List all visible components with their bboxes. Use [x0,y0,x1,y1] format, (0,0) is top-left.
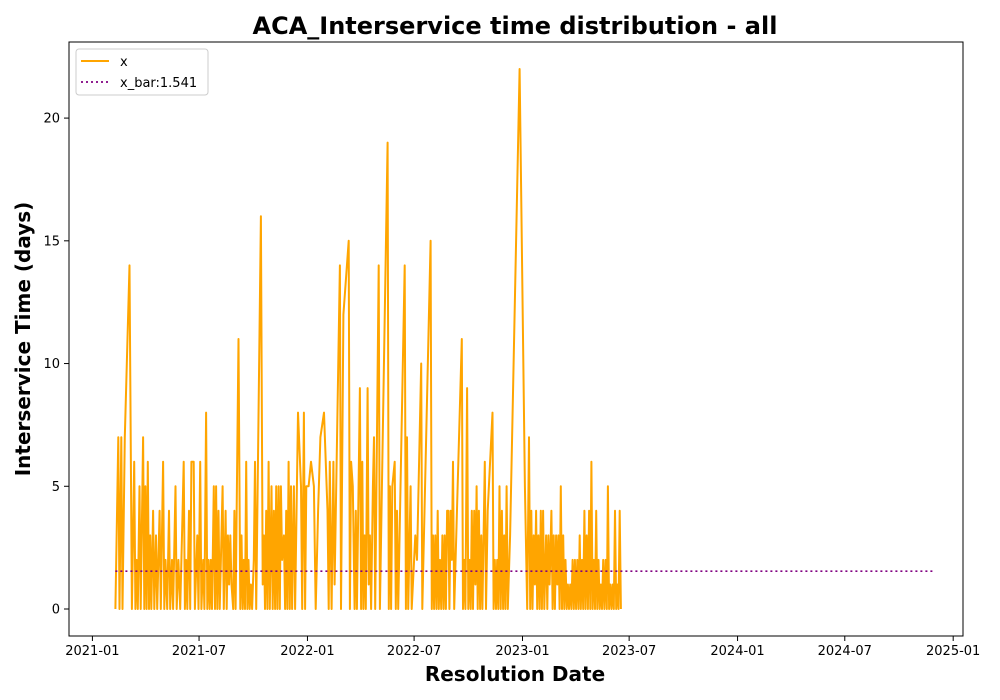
x-tick-label: 2021-01 [65,644,119,659]
y-tick-label: 0 [52,603,60,618]
x-tick-label: 2022-07 [387,644,441,659]
y-tick-label: 5 [52,480,60,495]
y-tick-label: 10 [43,357,60,372]
x-tick-label: 2023-01 [495,644,549,659]
plot-frame [68,41,964,637]
plot-area: 2021-01 2021-07 2022-01 2022-07 2023-01 2023-… [43,41,980,659]
legend-label-x: x [120,55,128,70]
y-tick-label: 15 [43,234,60,249]
legend-label-x-bar: x_bar:1.541 [120,76,197,91]
x-tick-label: 2025-01 [926,644,980,659]
x-axis-label: Resolution Date [425,662,605,686]
series-x-line [114,68,622,610]
x-tick-label: 2023-07 [602,644,656,659]
chart-title: ACA_Interservice time distribution - all [253,12,778,40]
y-axis-label: Interservice Time (days) [11,202,35,477]
x-tick-label: 2024-01 [710,644,764,659]
legend: x x_bar:1.541 [75,48,209,96]
y-tick-label: 20 [43,112,60,127]
x-tick-label: 2021-07 [172,644,226,659]
x-tick-label: 2022-01 [280,644,334,659]
x-tick-label: 2024-07 [818,644,872,659]
